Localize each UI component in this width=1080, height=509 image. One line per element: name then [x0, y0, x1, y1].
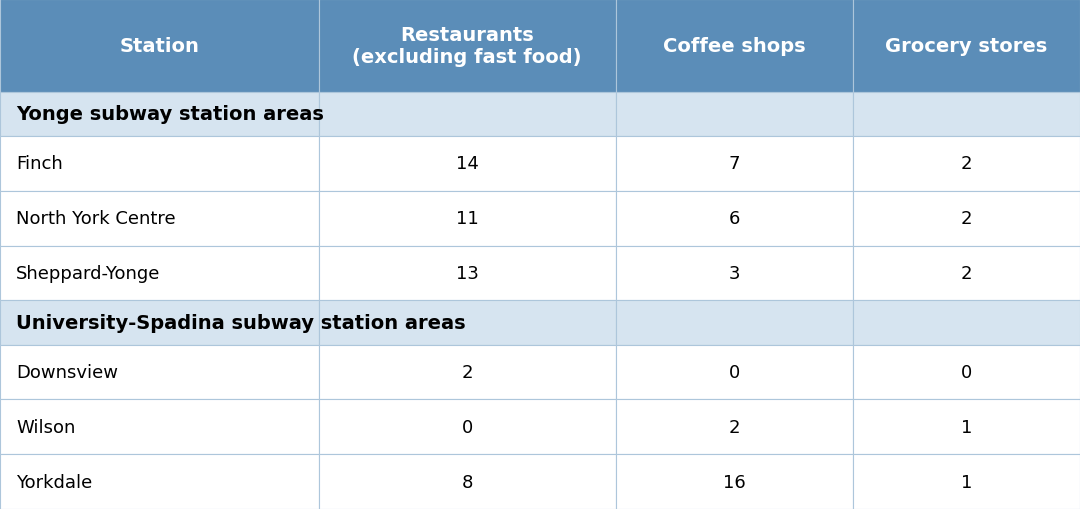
Text: 14: 14 [456, 155, 478, 173]
Text: 2: 2 [961, 265, 972, 282]
Bar [319, 137, 616, 191]
Bar [853, 400, 1080, 455]
Bar [616, 455, 853, 509]
Text: 16: 16 [723, 473, 746, 491]
Bar [853, 0, 1080, 93]
Text: 2: 2 [729, 418, 740, 436]
Bar [0, 345, 319, 400]
Bar [853, 301, 1080, 345]
Bar [319, 345, 616, 400]
Bar [853, 455, 1080, 509]
Text: 3: 3 [729, 265, 740, 282]
Text: 2: 2 [461, 363, 473, 381]
Bar [853, 191, 1080, 246]
Bar [616, 137, 853, 191]
Bar [616, 301, 853, 345]
Text: Sheppard-Yonge: Sheppard-Yonge [16, 265, 161, 282]
Bar [0, 137, 319, 191]
Bar [319, 0, 616, 93]
Text: 7: 7 [729, 155, 740, 173]
Bar [616, 191, 853, 246]
Text: University-Spadina subway station areas: University-Spadina subway station areas [16, 314, 465, 332]
Bar [616, 400, 853, 455]
Text: Coffee shops: Coffee shops [663, 37, 806, 56]
Bar [0, 93, 319, 137]
Bar [0, 400, 319, 455]
Bar [616, 345, 853, 400]
Bar [0, 0, 319, 93]
Bar [616, 0, 853, 93]
Text: 2: 2 [961, 210, 972, 228]
Text: Yonge subway station areas: Yonge subway station areas [16, 105, 324, 124]
Bar [0, 301, 319, 345]
Text: 8: 8 [461, 473, 473, 491]
Text: North York Centre: North York Centre [16, 210, 176, 228]
Text: 1: 1 [961, 418, 972, 436]
Text: 0: 0 [461, 418, 473, 436]
Text: 0: 0 [729, 363, 740, 381]
Text: Finch: Finch [16, 155, 63, 173]
Text: 11: 11 [456, 210, 478, 228]
Text: 13: 13 [456, 265, 478, 282]
Bar [319, 400, 616, 455]
Text: Downsview: Downsview [16, 363, 118, 381]
Text: Station: Station [120, 37, 199, 56]
Text: Yorkdale: Yorkdale [16, 473, 93, 491]
Bar [319, 93, 616, 137]
Text: 0: 0 [961, 363, 972, 381]
Bar [853, 93, 1080, 137]
Text: 6: 6 [729, 210, 740, 228]
Bar [0, 455, 319, 509]
Bar [319, 191, 616, 246]
Bar [853, 246, 1080, 301]
Bar [0, 246, 319, 301]
Bar [853, 345, 1080, 400]
Bar [0, 191, 319, 246]
Text: 1: 1 [961, 473, 972, 491]
Bar [319, 301, 616, 345]
Text: Grocery stores: Grocery stores [886, 37, 1048, 56]
Bar [319, 246, 616, 301]
Bar [853, 137, 1080, 191]
Text: Restaurants
(excluding fast food): Restaurants (excluding fast food) [352, 26, 582, 67]
Text: Wilson: Wilson [16, 418, 76, 436]
Text: 2: 2 [961, 155, 972, 173]
Bar [616, 246, 853, 301]
Bar [319, 455, 616, 509]
Bar [616, 93, 853, 137]
